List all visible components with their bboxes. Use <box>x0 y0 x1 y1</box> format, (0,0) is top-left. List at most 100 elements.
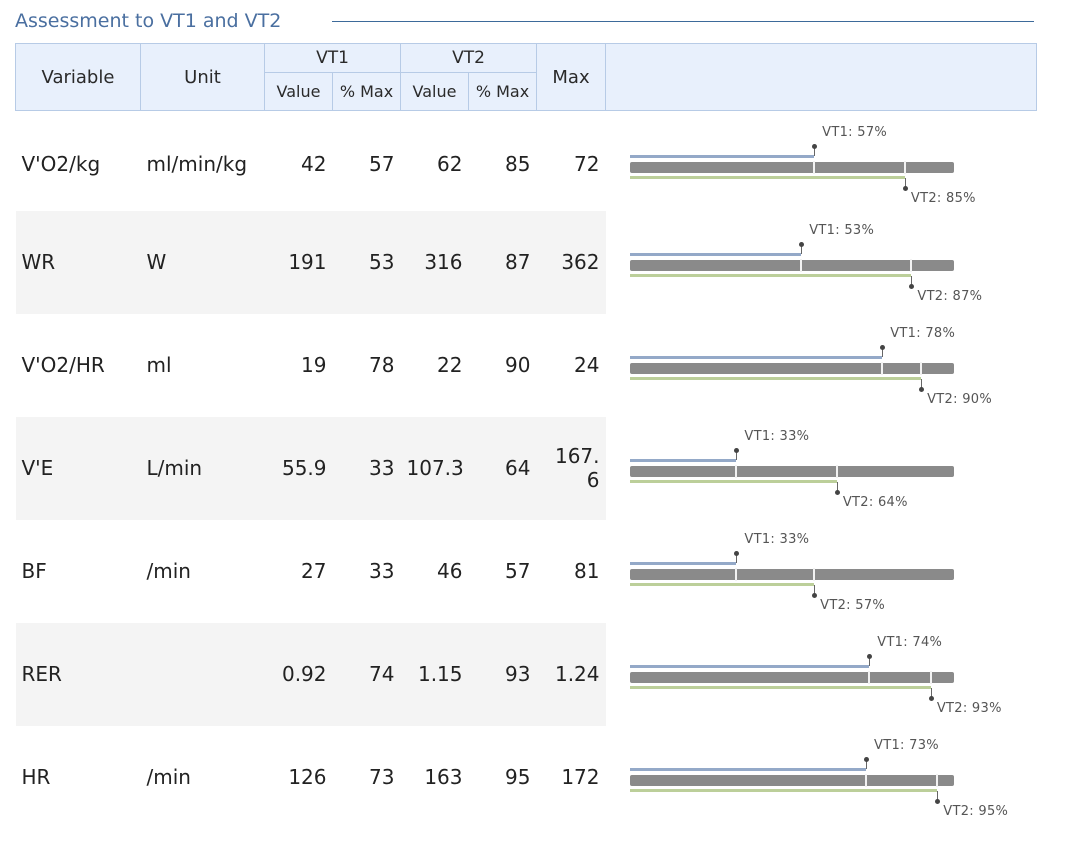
vt2-percent-label: VT2: 93% <box>936 701 1002 716</box>
cell-vt2-pct-max: 87 <box>468 210 537 314</box>
vt1-percent-label: VT1: 73% <box>874 738 939 753</box>
cell-vt1-value: 19 <box>301 353 327 377</box>
cell-vt1-value: 42 <box>301 151 327 176</box>
vt1-bar <box>629 768 867 771</box>
cell-max: 72 <box>574 151 600 176</box>
cell-unit: ml/min/kg <box>146 151 248 176</box>
vt2-marker-dot <box>902 185 908 191</box>
vt1-bar <box>629 154 815 158</box>
vt1-bar <box>629 562 737 565</box>
vt2-bar <box>629 686 931 689</box>
vt1-marker-stem <box>736 452 738 460</box>
vt1-marker-stem <box>866 761 868 769</box>
cell-vt2-pct-max: 93 <box>468 622 537 726</box>
vt2-bar <box>629 274 912 277</box>
cell-max: 24 <box>574 353 600 377</box>
threshold-bar: VT1: 57% VT2: 85% <box>612 120 992 208</box>
cell-max: 172 <box>561 765 600 789</box>
vt2-marker-stem <box>911 276 913 285</box>
threshold-bar: VT1: 73% VT2: 95% <box>612 733 1008 821</box>
vt1-marker-dot <box>864 757 870 762</box>
vt2-tick <box>903 160 906 174</box>
vt1-tick <box>735 465 738 478</box>
table-row: BF/min 27 33 46 57 81 VT1: 33% VT2: 57% <box>16 520 1037 623</box>
cell-unit <box>140 622 265 726</box>
threshold-bar: VT1: 33% VT2: 64% <box>612 424 992 512</box>
cell-variable: V'O2/HR <box>21 353 105 377</box>
cell-vt2-value: 1.15 <box>400 622 469 726</box>
vt1-marker-dot <box>799 242 805 247</box>
vt2-percent-label: VT2: 87% <box>917 289 983 304</box>
table-row: V'O2/HR ml 19 78 22 90 24 VT1: 78% VT2: 90% <box>16 314 1037 417</box>
vt2-percent-label: VT2: 90% <box>927 392 993 407</box>
header-chart <box>605 43 1037 111</box>
vt1-bar <box>629 253 802 256</box>
vt2-tick <box>936 774 939 787</box>
cell-vt1-pct-max: 78 <box>369 353 395 377</box>
vt2-marker-dot <box>919 387 925 392</box>
threshold-bar: VT1: 78% VT2: 90% <box>612 321 992 409</box>
vt2-marker-stem <box>937 791 939 800</box>
header-variable: Variable <box>15 43 141 111</box>
cell-threshold-chart: VT1: 78% VT2: 90% <box>606 314 1037 417</box>
cell-vt1-value: 126 <box>288 765 327 789</box>
cell-unit: W <box>140 210 265 314</box>
vt1-marker-dot <box>734 551 740 556</box>
vt2-marker-stem <box>921 379 923 388</box>
cell-vt1-value: 0.92 <box>264 622 333 726</box>
vt2-tick <box>813 568 816 581</box>
header-vt2: VT2 <box>400 43 537 73</box>
cell-vt1-value: 55.9 <box>264 416 333 520</box>
cell-vt1-value: 191 <box>264 210 333 314</box>
max-bar <box>629 569 954 580</box>
vt2-tick <box>835 465 838 478</box>
vt1-tick <box>881 362 884 375</box>
vt1-percent-label: VT1: 74% <box>877 635 943 650</box>
cell-variable: HR <box>21 765 51 789</box>
vt2-tick <box>920 362 923 375</box>
vt1-marker-stem <box>869 658 871 666</box>
vt1-bar <box>629 459 737 462</box>
cell-vt2-value: 163 <box>424 765 463 789</box>
cell-vt2-pct-max: 57 <box>505 559 531 583</box>
cell-vt2-value: 107.3 <box>400 416 469 520</box>
cell-vt2-value: 62 <box>437 151 463 176</box>
max-bar <box>629 775 954 786</box>
vt2-bar <box>629 175 905 179</box>
vt1-marker-dot <box>880 345 886 350</box>
cell-vt1-pct-max: 53 <box>332 210 401 314</box>
vt2-percent-label: VT2: 85% <box>910 190 976 206</box>
cell-vt2-pct-max: 95 <box>505 765 531 789</box>
table-row: WR W 191 53 316 87 362 VT1: 53% VT2: 87% <box>15 210 1037 314</box>
cell-threshold-chart: VT1: 33% VT2: 64% <box>606 417 1037 520</box>
vt1-tick <box>735 568 738 581</box>
cell-max: 1.24 <box>536 622 606 726</box>
cell-threshold-chart: VT1: 33% VT2: 57% <box>606 520 1037 623</box>
vt1-percent-label: VT1: 78% <box>890 326 956 341</box>
vt1-bar <box>629 356 883 359</box>
vt1-marker-stem <box>814 147 816 156</box>
header-vt2-value: Value <box>400 72 469 111</box>
vt2-percent-label: VT2: 64% <box>842 495 908 510</box>
vt1-marker-dot <box>867 654 873 659</box>
title-divider <box>332 21 1034 22</box>
threshold-bar: VT1: 74% VT2: 93% <box>612 630 1001 718</box>
cell-vt1-pct-max: 74 <box>332 622 401 726</box>
cell-vt2-pct-max: 90 <box>505 353 531 377</box>
table-row: V'E L/min 55.9 33 107.3 64 167.6 VT1: 33% VT2: 6… <box>15 416 1037 520</box>
cell-vt1-pct-max: 33 <box>369 559 395 583</box>
vt2-marker-dot <box>935 799 941 804</box>
cell-threshold-chart: VT1: 74% VT2: 93% <box>606 623 1037 726</box>
vt1-marker-stem <box>736 555 738 563</box>
cell-variable: V'E <box>15 416 141 520</box>
header-unit: Unit <box>140 43 265 111</box>
cell-vt1-pct-max: 33 <box>332 416 401 520</box>
header-max: Max <box>536 43 606 111</box>
vt1-percent-label: VT1: 57% <box>822 124 888 140</box>
vt1-marker-stem <box>882 349 884 357</box>
vt1-bar <box>629 665 870 668</box>
header-vt2-pct-max: % Max <box>468 72 537 111</box>
cell-vt2-value: 316 <box>400 210 469 314</box>
vt1-percent-label: VT1: 33% <box>744 532 810 547</box>
vt1-tick <box>868 671 871 684</box>
